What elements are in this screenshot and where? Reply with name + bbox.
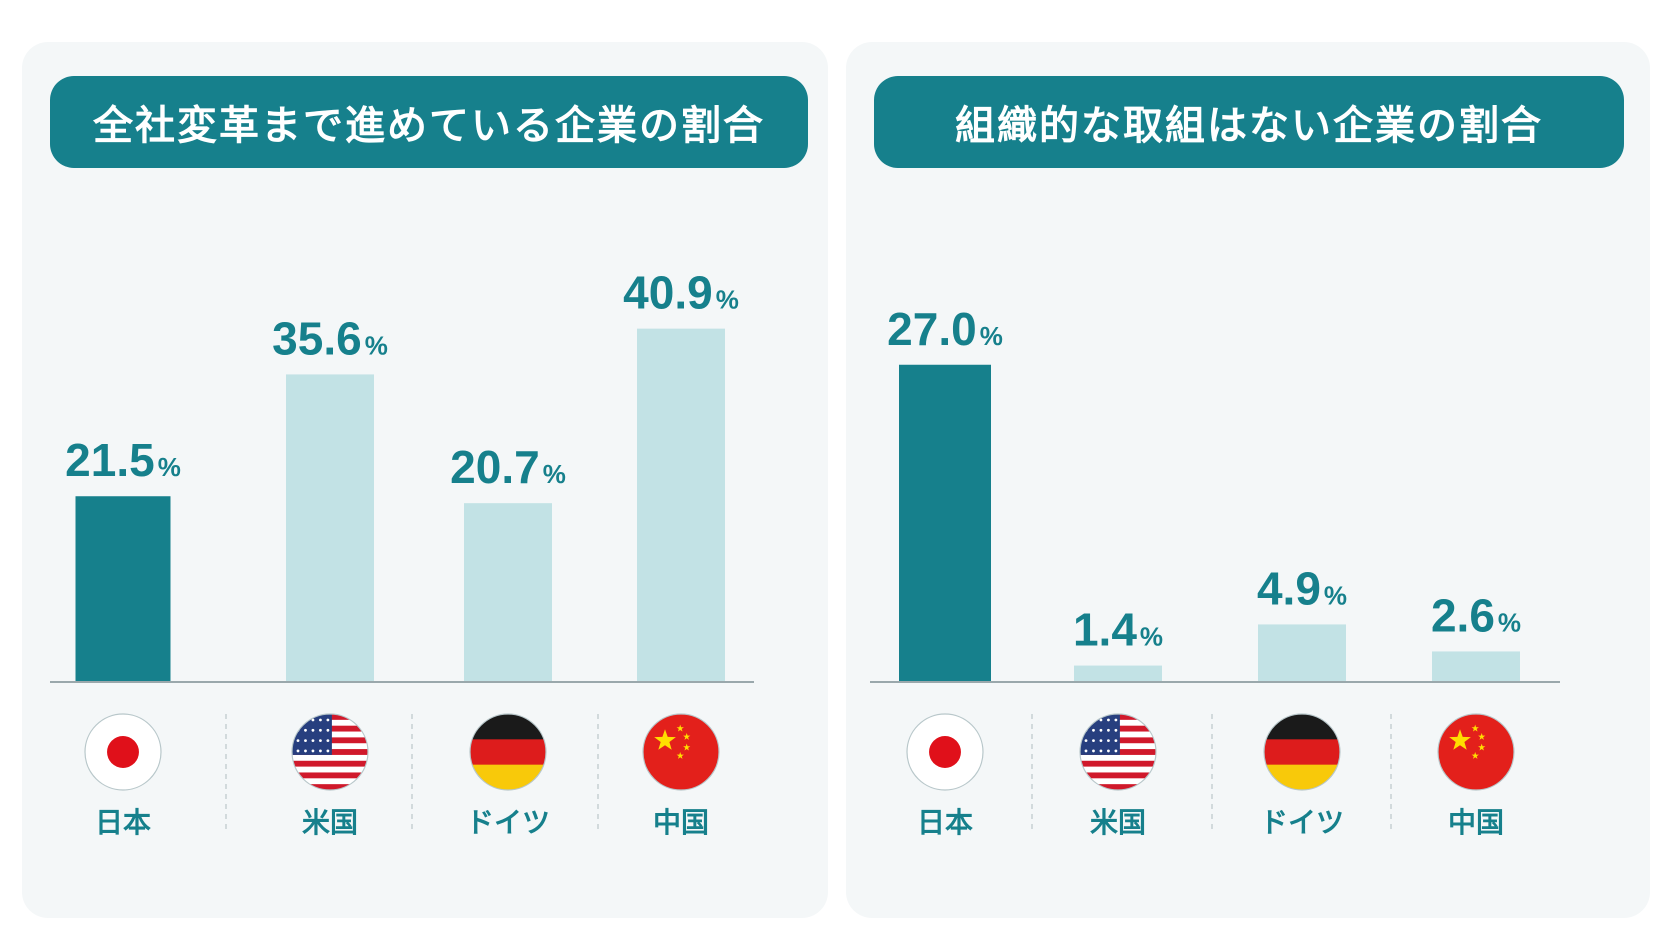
china-flag-icon	[642, 713, 720, 791]
right-value-label-0: 27.0%	[887, 303, 1003, 355]
right-bar-3	[1432, 651, 1520, 682]
right-bar-2	[1258, 624, 1346, 682]
germany-flag-icon	[469, 713, 547, 791]
usa-flag-icon	[1079, 713, 1157, 791]
right-chart-title: 組織的な取組はない企業の割合	[874, 76, 1624, 168]
right-bar-0	[899, 364, 991, 682]
left-bar-0	[75, 496, 171, 682]
left-bar-3	[637, 328, 725, 682]
right-category-label-3: 中国	[1448, 806, 1504, 839]
japan-flag-icon	[906, 713, 984, 791]
right-bar-1	[1074, 665, 1162, 682]
left-category-label-2: ドイツ	[466, 806, 550, 839]
left-category-label-0: 日本	[95, 806, 151, 839]
left-chart-panel: 全社変革まで進めている企業の割合 21.5% 35.6% 20.7% 40.9% 日本 米…	[22, 42, 828, 918]
right-value-label-3: 2.6%	[1431, 589, 1521, 641]
left-category-label-3: 中国	[653, 806, 709, 839]
right-value-label-2: 4.9%	[1257, 562, 1347, 614]
germany-flag-icon	[1263, 713, 1341, 791]
left-category-label-1: 米国	[302, 806, 358, 839]
china-flag-icon	[1437, 713, 1515, 791]
right-chart-panel: 組織的な取組はない企業の割合 27.0% 1.4% 4.9% 2.6% 日本 米国 ドイツ 中…	[846, 42, 1650, 918]
left-bar-2	[464, 503, 552, 682]
left-value-label-2: 20.7%	[450, 441, 566, 493]
japan-flag-icon	[84, 713, 162, 791]
left-chart-title: 全社変革まで進めている企業の割合	[50, 76, 808, 168]
left-value-label-3: 40.9%	[623, 267, 739, 319]
right-category-label-0: 日本	[917, 806, 973, 839]
right-category-label-2: ドイツ	[1260, 806, 1344, 839]
right-category-label-1: 米国	[1090, 806, 1146, 839]
left-bar-1	[286, 374, 374, 682]
left-bar-chart: 21.5 % 35.6 % 20.7 % 40.9 % 日本 米国 ドイツ 中国	[50, 267, 754, 839]
left-value-label-0: 21.5%	[65, 434, 181, 486]
usa-flag-icon	[291, 713, 369, 791]
right-bar-chart: 27.0 % 1.4 % 4.9% 2.6 % 日本 米国 ドイツ 中国	[870, 303, 1560, 839]
right-value-label-1: 1.4%	[1073, 604, 1163, 656]
left-value-label-1: 35.6%	[272, 312, 388, 364]
